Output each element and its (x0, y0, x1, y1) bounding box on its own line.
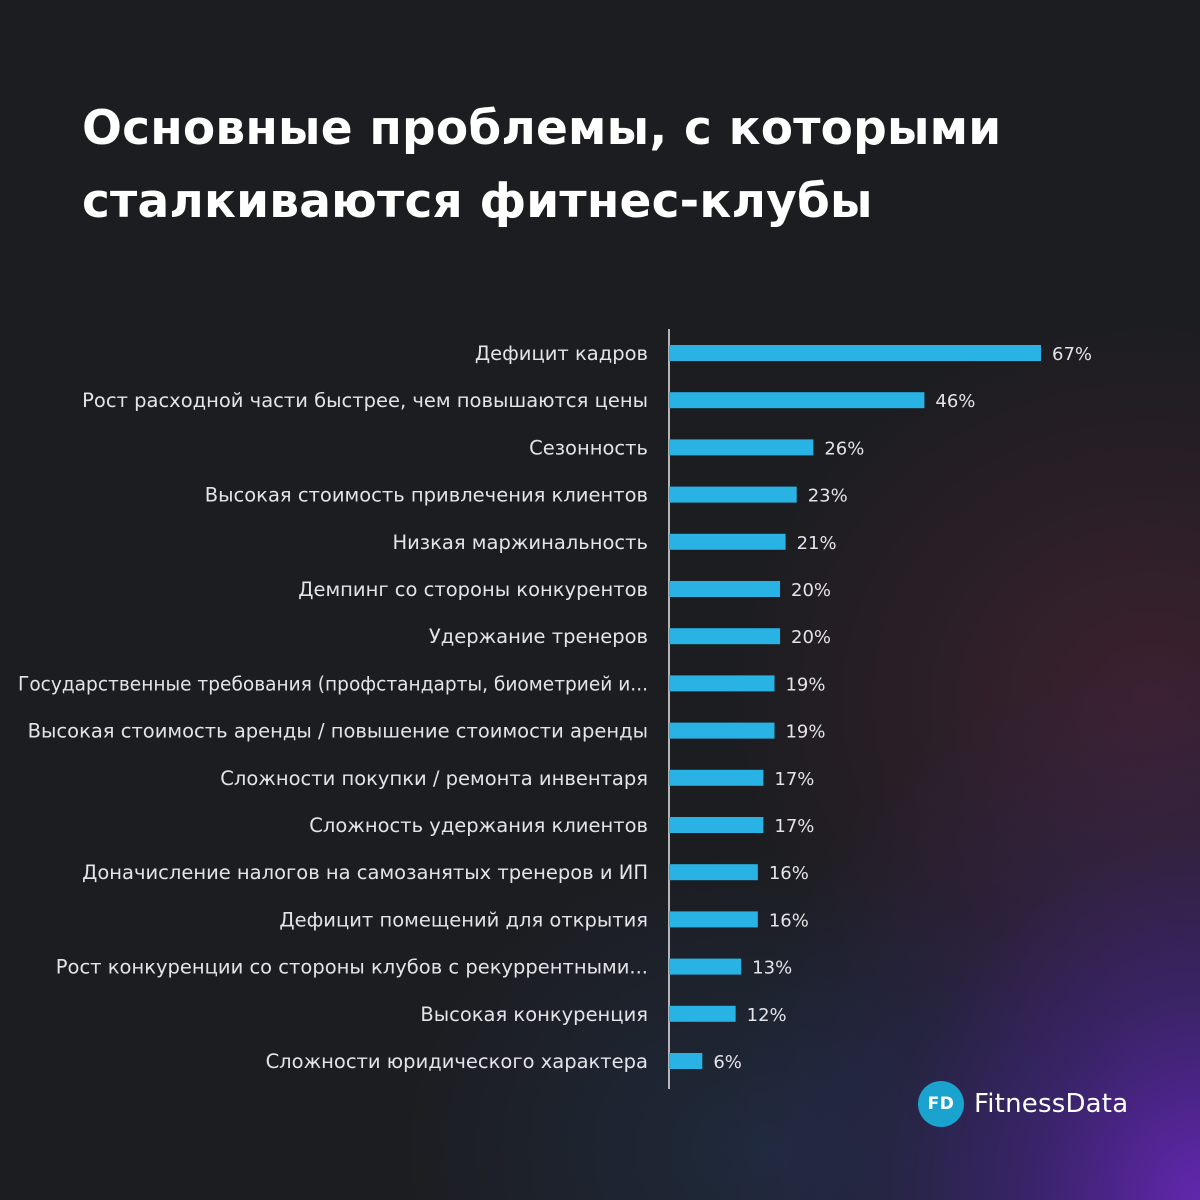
category-label: Сезонность (529, 436, 648, 459)
category-label: Высокая стоимость аренды / повышение сто… (28, 720, 648, 743)
category-label: Демпинг со стороны конкурентов (298, 578, 648, 601)
bar (669, 581, 781, 597)
value-label: 16% (769, 863, 809, 884)
value-label: 6% (713, 1052, 742, 1073)
category-label: Сложности покупки / ремонта инвентаря (220, 767, 648, 790)
bar (669, 533, 786, 550)
bar (669, 675, 775, 692)
category-label: Доначисление налогов на самозанятых трен… (82, 861, 648, 884)
category-label: Рост расходной части быстрее, чем повыша… (82, 389, 648, 412)
bar (669, 958, 742, 975)
value-label: 20% (791, 627, 831, 648)
category-label: Сложности юридического характера (266, 1050, 648, 1073)
category-label: Высокая конкуренция (420, 1003, 648, 1026)
category-label: Высокая стоимость привлечения клиентов (205, 484, 648, 507)
bar (669, 1053, 703, 1069)
value-label: 17% (774, 816, 814, 837)
value-label: 17% (774, 769, 814, 790)
chart-title-line-2: сталкиваются фитнес-клубы (82, 174, 873, 229)
value-label: 19% (785, 722, 825, 743)
value-label: 67% (1052, 344, 1092, 365)
value-label: 20% (791, 580, 831, 601)
value-label: 19% (785, 674, 825, 695)
value-label: 12% (747, 1005, 787, 1026)
bar (669, 628, 781, 645)
chart-title-line-1: Основные проблемы, с которыми (82, 101, 1002, 156)
category-label: Сложность удержания клиентов (309, 814, 648, 837)
value-label: 26% (824, 438, 864, 459)
category-label: Дефицит кадров (475, 342, 648, 365)
bar (669, 769, 764, 786)
bar (669, 392, 925, 409)
chart-title: Основные проблемы, с которыми сталкивают… (82, 92, 1142, 238)
bar (669, 345, 1041, 361)
category-label: Удержание тренеров (429, 625, 648, 648)
bar (669, 864, 758, 881)
bar (669, 1005, 736, 1022)
value-label: 23% (808, 486, 848, 507)
category-label: Государственные требования (профстандарт… (18, 672, 648, 695)
category-label: Дефицит помещений для открытия (279, 908, 648, 931)
value-label: 21% (797, 533, 837, 554)
category-label: Низкая маржинальность (392, 531, 648, 554)
logo-text: FitnessData (974, 1089, 1129, 1119)
value-label: 16% (769, 910, 809, 931)
logo-badge-icon: FD (918, 1081, 964, 1127)
bar (669, 817, 764, 833)
bar (669, 911, 758, 928)
bar (669, 486, 797, 503)
value-label: 46% (935, 391, 975, 412)
category-label: Рост конкуренции со стороны клубов с рек… (56, 956, 648, 979)
value-label: 13% (752, 958, 792, 979)
fitnessdata-logo: FD FitnessData (918, 1081, 1128, 1127)
bar (669, 439, 814, 456)
bar (669, 722, 775, 739)
